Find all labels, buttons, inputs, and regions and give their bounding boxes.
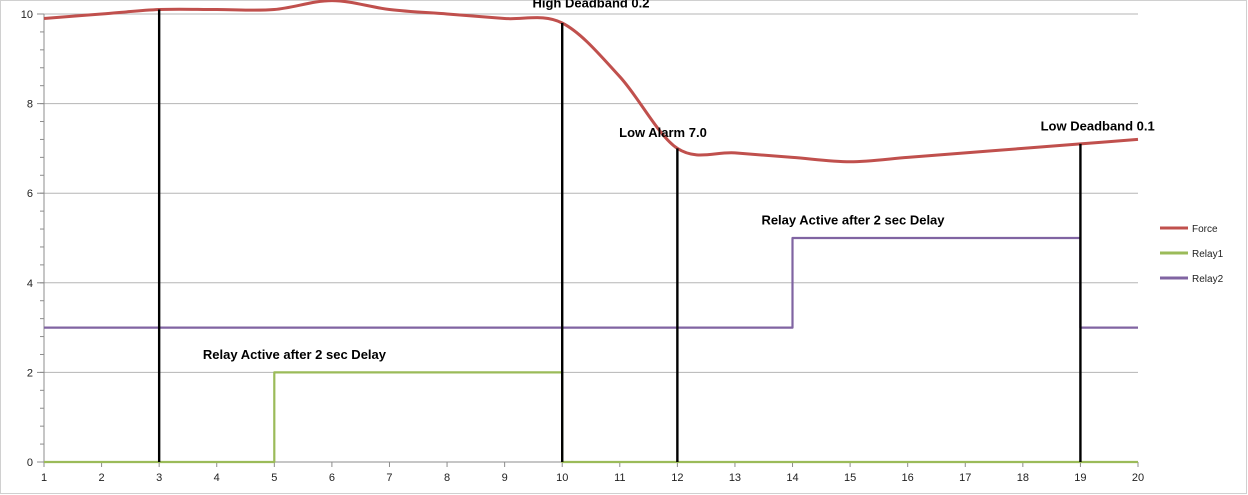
y-tick-label: 0 bbox=[27, 457, 33, 469]
x-tick-label: 16 bbox=[902, 472, 914, 484]
legend-label-force: Force bbox=[1192, 224, 1218, 235]
legend-label-relay1: Relay1 bbox=[1192, 249, 1224, 260]
x-tick-label: 10 bbox=[556, 472, 568, 484]
x-tick-label: 12 bbox=[671, 472, 683, 484]
legend-label-relay2: Relay2 bbox=[1192, 274, 1224, 285]
y-tick-label: 6 bbox=[27, 188, 33, 200]
series-line-force bbox=[43, 0, 1139, 164]
x-tick-label: 2 bbox=[99, 472, 105, 484]
annotation-label: Low Alarm 7.0 bbox=[619, 125, 707, 140]
x-tick-label: 15 bbox=[844, 472, 856, 484]
y-tick-label: 2 bbox=[27, 367, 33, 379]
annotation-label: Relay Active after 2 sec Delay bbox=[203, 347, 387, 362]
series-line-relay2 bbox=[44, 236, 1138, 329]
x-tick-label: 6 bbox=[329, 472, 335, 484]
x-tick-label: 4 bbox=[214, 472, 220, 484]
x-tick-label: 5 bbox=[271, 472, 277, 484]
y-tick-label: 10 bbox=[21, 9, 33, 21]
x-tick-label: 14 bbox=[786, 472, 798, 484]
series-line-relay1 bbox=[44, 371, 1138, 464]
x-tick-label: 8 bbox=[444, 472, 450, 484]
x-tick-label: 17 bbox=[959, 472, 971, 484]
x-tick-label: 3 bbox=[156, 472, 162, 484]
x-tick-label: 18 bbox=[1017, 472, 1029, 484]
annotation-label: High Deadband 0.2 bbox=[532, 0, 649, 10]
annotation-label: Relay Active after 2 sec Delay bbox=[761, 213, 945, 228]
annotation-label: Low Deadband 0.1 bbox=[1041, 118, 1155, 133]
x-tick-label: 1 bbox=[41, 472, 47, 484]
x-tick-label: 19 bbox=[1074, 472, 1086, 484]
x-tick-label: 7 bbox=[386, 472, 392, 484]
x-tick-label: 9 bbox=[502, 472, 508, 484]
y-tick-label: 8 bbox=[27, 99, 33, 111]
y-tick-label: 4 bbox=[27, 278, 33, 290]
x-tick-label: 11 bbox=[614, 472, 625, 484]
x-tick-label: 20 bbox=[1132, 472, 1144, 484]
x-tick-label: 13 bbox=[729, 472, 741, 484]
